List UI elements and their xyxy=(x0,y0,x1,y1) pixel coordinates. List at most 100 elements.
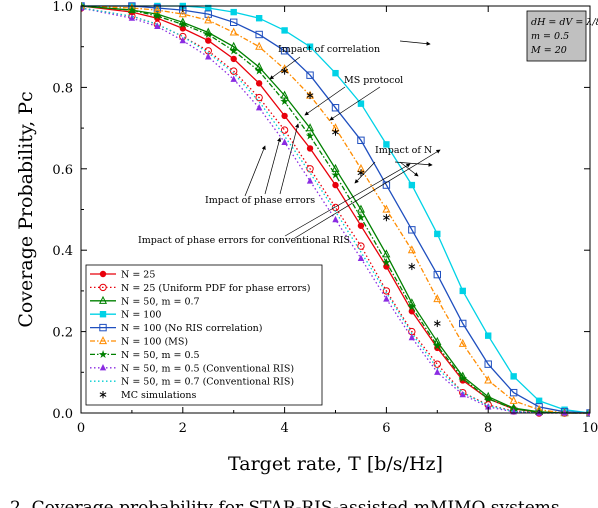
annotation-arrow-1 xyxy=(269,56,301,80)
legend-marker-2 xyxy=(98,295,108,304)
series-4-point-14 xyxy=(459,319,467,328)
series-3-point-4 xyxy=(205,4,212,12)
x-tick-label-4: 8 xyxy=(484,421,492,436)
series-2-point-13 xyxy=(433,336,442,345)
series-6-point-6: ★ xyxy=(254,65,264,78)
series-1-point-10 xyxy=(357,242,365,250)
series-6-point-9: ★ xyxy=(331,168,341,181)
param-line-0: dH = dV = λ/8 xyxy=(531,17,598,28)
series-3-point-15 xyxy=(485,332,492,339)
series-4-point-5 xyxy=(230,18,238,26)
series-2 xyxy=(81,2,590,417)
series-0-point-9 xyxy=(332,181,339,189)
series-4-point-2 xyxy=(153,4,162,12)
series-line-4 xyxy=(81,5,590,414)
annotation-arrow-10 xyxy=(284,163,411,237)
series-7-point-12 xyxy=(408,333,416,341)
series-9-point-2 xyxy=(332,128,339,136)
series-4-point-13 xyxy=(433,270,442,279)
legend-label-6: N = 50, m = 0.5 xyxy=(121,350,200,361)
legend-entry-6: ★ N = 50, m = 0.5 xyxy=(90,348,200,361)
series-line-8 xyxy=(81,7,590,414)
series-7-point-8 xyxy=(306,177,314,184)
series-6-point-19: ★ xyxy=(585,407,595,420)
coverage-probability-chart: ★★★★★★★★★★★★★★★★★★★★ 02468100.00.20.40.6… xyxy=(15,0,598,475)
legend-label-0: N = 25 xyxy=(121,270,155,281)
figure-caption: 2. Coverage probability for STAR-RIS-ass… xyxy=(10,498,560,508)
legend-marker-0 xyxy=(99,270,107,278)
series-6-point-15: ★ xyxy=(483,392,493,405)
series-1-point-8 xyxy=(306,165,314,173)
series-3-point-13 xyxy=(434,230,441,238)
series-7-point-11 xyxy=(383,295,390,302)
axes: 0 2 4 6 8 10 0.0 0.2 0.4 0.6 0.8 1.0 Target rate, T … xyxy=(15,0,598,475)
annotation-arrow-9 xyxy=(244,145,266,197)
series-7-point-7 xyxy=(281,138,288,145)
series-line-5 xyxy=(81,5,590,414)
series-0-point-13 xyxy=(434,344,441,352)
series-0-point-4 xyxy=(205,37,212,44)
legend-box xyxy=(85,264,323,406)
series-5-point-3 xyxy=(178,9,187,18)
series-9-point-5 xyxy=(408,262,416,271)
series-3-point-7 xyxy=(281,27,288,34)
series-3-point-14 xyxy=(459,287,466,295)
series-1-point-7 xyxy=(280,126,289,134)
series-0-point-7 xyxy=(281,112,288,120)
series-5-point-14 xyxy=(458,338,467,347)
curves: ★★★★★★★★★★★★★★★★★★★★ xyxy=(76,0,595,420)
series-6-point-4: ★ xyxy=(203,28,213,41)
series-4-point-15 xyxy=(484,360,492,368)
y-tick-label-3: 0.6 xyxy=(52,163,73,178)
series-6-point-0: ★ xyxy=(76,0,86,13)
series-7-point-5 xyxy=(230,75,237,82)
series-4-point-11 xyxy=(382,181,391,189)
series-3-point-9 xyxy=(332,69,339,77)
series-5-point-2 xyxy=(153,5,162,14)
x-tick-label-5: 10 xyxy=(582,421,598,436)
parameter-box: dH = dV = λ/8 m = 0.5 M = 20 xyxy=(526,10,598,62)
legend-label-5: N = 100 (MS) xyxy=(121,337,188,348)
annotation-2: Impact of N xyxy=(375,145,432,156)
series-3-point-8 xyxy=(306,43,314,50)
series-line-6 xyxy=(81,5,590,414)
param-line-1: m = 0.5 xyxy=(531,31,569,42)
series-6-point-5: ★ xyxy=(229,44,239,57)
series-5-point-0 xyxy=(81,2,86,10)
series-5-point-5 xyxy=(229,27,238,36)
series-0-point-5 xyxy=(230,55,237,63)
legend-label-8: N = 50, m = 0.7 (Conventional RIS) xyxy=(121,377,294,388)
series-5-point-11 xyxy=(382,204,391,213)
asterisk-stroke-2 xyxy=(281,68,288,74)
series-7-point-3 xyxy=(179,36,186,44)
y-axis-title: Coverage Probability, Pc xyxy=(15,91,37,327)
x-tick-label-3: 6 xyxy=(382,421,390,436)
series-6-point-11: ★ xyxy=(381,256,391,269)
annotation-0: Impact of correlation xyxy=(278,44,380,55)
annotation-1: MS protocol xyxy=(344,75,403,86)
series-2-point-12 xyxy=(407,298,416,307)
series-7-point-13 xyxy=(434,368,441,375)
annotation-4: Impact of phase errors for conventional … xyxy=(138,235,350,246)
series-7-point-0 xyxy=(81,4,85,11)
asterisk-stroke-2 xyxy=(357,170,365,176)
series-8 xyxy=(81,7,590,414)
annotation-arrow-6 xyxy=(394,161,433,167)
asterisk-stroke-2 xyxy=(99,392,107,397)
annotation-arrow-3 xyxy=(304,86,346,116)
series-9-point-1 xyxy=(306,91,314,100)
series-line-7 xyxy=(81,7,590,414)
series-4-point-8 xyxy=(306,71,314,79)
asterisk-stroke-2 xyxy=(383,215,390,220)
asterisk-stroke-2 xyxy=(306,93,314,98)
series-4-point-9 xyxy=(331,104,340,112)
series-0-point-3 xyxy=(179,25,186,32)
series-6-point-12: ★ xyxy=(407,301,417,314)
series-6-point-2: ★ xyxy=(152,10,162,23)
legend-label-9: MC simulations xyxy=(121,390,196,401)
legend-entry-0: N = 25 xyxy=(90,270,155,281)
series-1-point-13 xyxy=(433,360,441,368)
legend-marker-3 xyxy=(99,311,107,318)
series-5-point-12 xyxy=(407,245,416,254)
series-7-point-6 xyxy=(255,103,263,111)
